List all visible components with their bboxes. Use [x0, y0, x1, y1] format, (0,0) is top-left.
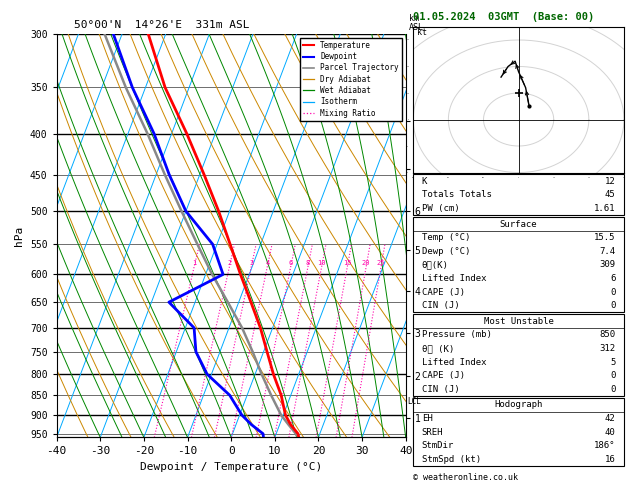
Text: 15: 15	[343, 260, 352, 266]
Text: 186°: 186°	[594, 441, 616, 450]
Text: 25: 25	[377, 260, 386, 266]
Text: StmSpd (kt): StmSpd (kt)	[421, 455, 481, 464]
Text: 6: 6	[289, 260, 293, 266]
Text: CIN (J): CIN (J)	[421, 301, 459, 310]
Text: 0: 0	[610, 385, 616, 394]
Text: Dewp (°C): Dewp (°C)	[421, 247, 470, 256]
Text: θᴇ(K): θᴇ(K)	[421, 260, 448, 269]
Text: Lifted Index: Lifted Index	[421, 274, 486, 283]
Text: 45: 45	[605, 191, 616, 199]
Text: 40: 40	[605, 428, 616, 436]
Text: 20: 20	[362, 260, 370, 266]
Text: 4: 4	[265, 260, 270, 266]
Text: Lifted Index: Lifted Index	[421, 358, 486, 366]
Text: 2: 2	[228, 260, 231, 266]
Text: 850: 850	[599, 330, 616, 339]
Text: Hodograph: Hodograph	[494, 400, 543, 409]
Text: 42: 42	[605, 414, 616, 423]
Text: Temp (°C): Temp (°C)	[421, 233, 470, 242]
Text: 16: 16	[605, 455, 616, 464]
Text: 01.05.2024  03GMT  (Base: 00): 01.05.2024 03GMT (Base: 00)	[413, 12, 594, 22]
Text: Surface: Surface	[500, 220, 537, 228]
Text: 3: 3	[249, 260, 253, 266]
Text: EH: EH	[421, 414, 432, 423]
Text: K: K	[421, 177, 427, 186]
Text: 0: 0	[610, 371, 616, 380]
Text: PW (cm): PW (cm)	[421, 204, 459, 213]
Text: 309: 309	[599, 260, 616, 269]
Text: CAPE (J): CAPE (J)	[421, 371, 465, 380]
Text: 12: 12	[605, 177, 616, 186]
X-axis label: Dewpoint / Temperature (°C): Dewpoint / Temperature (°C)	[140, 462, 322, 472]
Text: Most Unstable: Most Unstable	[484, 317, 554, 326]
Text: km
ASL: km ASL	[409, 14, 424, 32]
Text: LCL: LCL	[407, 397, 421, 406]
Text: 1: 1	[192, 260, 196, 266]
Text: Pressure (mb): Pressure (mb)	[421, 330, 491, 339]
Text: © weatheronline.co.uk: © weatheronline.co.uk	[413, 473, 518, 482]
Text: 0: 0	[610, 288, 616, 296]
Y-axis label: hPa: hPa	[14, 226, 25, 246]
Text: Totals Totals: Totals Totals	[421, 191, 491, 199]
Text: 6: 6	[610, 274, 616, 283]
Text: 10: 10	[318, 260, 326, 266]
Legend: Temperature, Dewpoint, Parcel Trajectory, Dry Adiabat, Wet Adiabat, Isotherm, Mi: Temperature, Dewpoint, Parcel Trajectory…	[299, 38, 402, 121]
Text: 7.4: 7.4	[599, 247, 616, 256]
Text: 1.61: 1.61	[594, 204, 616, 213]
Text: 50°00'N  14°26'E  331m ASL: 50°00'N 14°26'E 331m ASL	[74, 20, 250, 31]
Text: 15.5: 15.5	[594, 233, 616, 242]
Text: 5: 5	[610, 358, 616, 366]
Text: 8: 8	[306, 260, 310, 266]
Text: SREH: SREH	[421, 428, 443, 436]
Text: θᴇ (K): θᴇ (K)	[421, 344, 454, 353]
Text: CAPE (J): CAPE (J)	[421, 288, 465, 296]
Text: StmDir: StmDir	[421, 441, 454, 450]
Text: 312: 312	[599, 344, 616, 353]
Text: kt: kt	[417, 28, 426, 36]
Text: CIN (J): CIN (J)	[421, 385, 459, 394]
Text: 0: 0	[610, 301, 616, 310]
